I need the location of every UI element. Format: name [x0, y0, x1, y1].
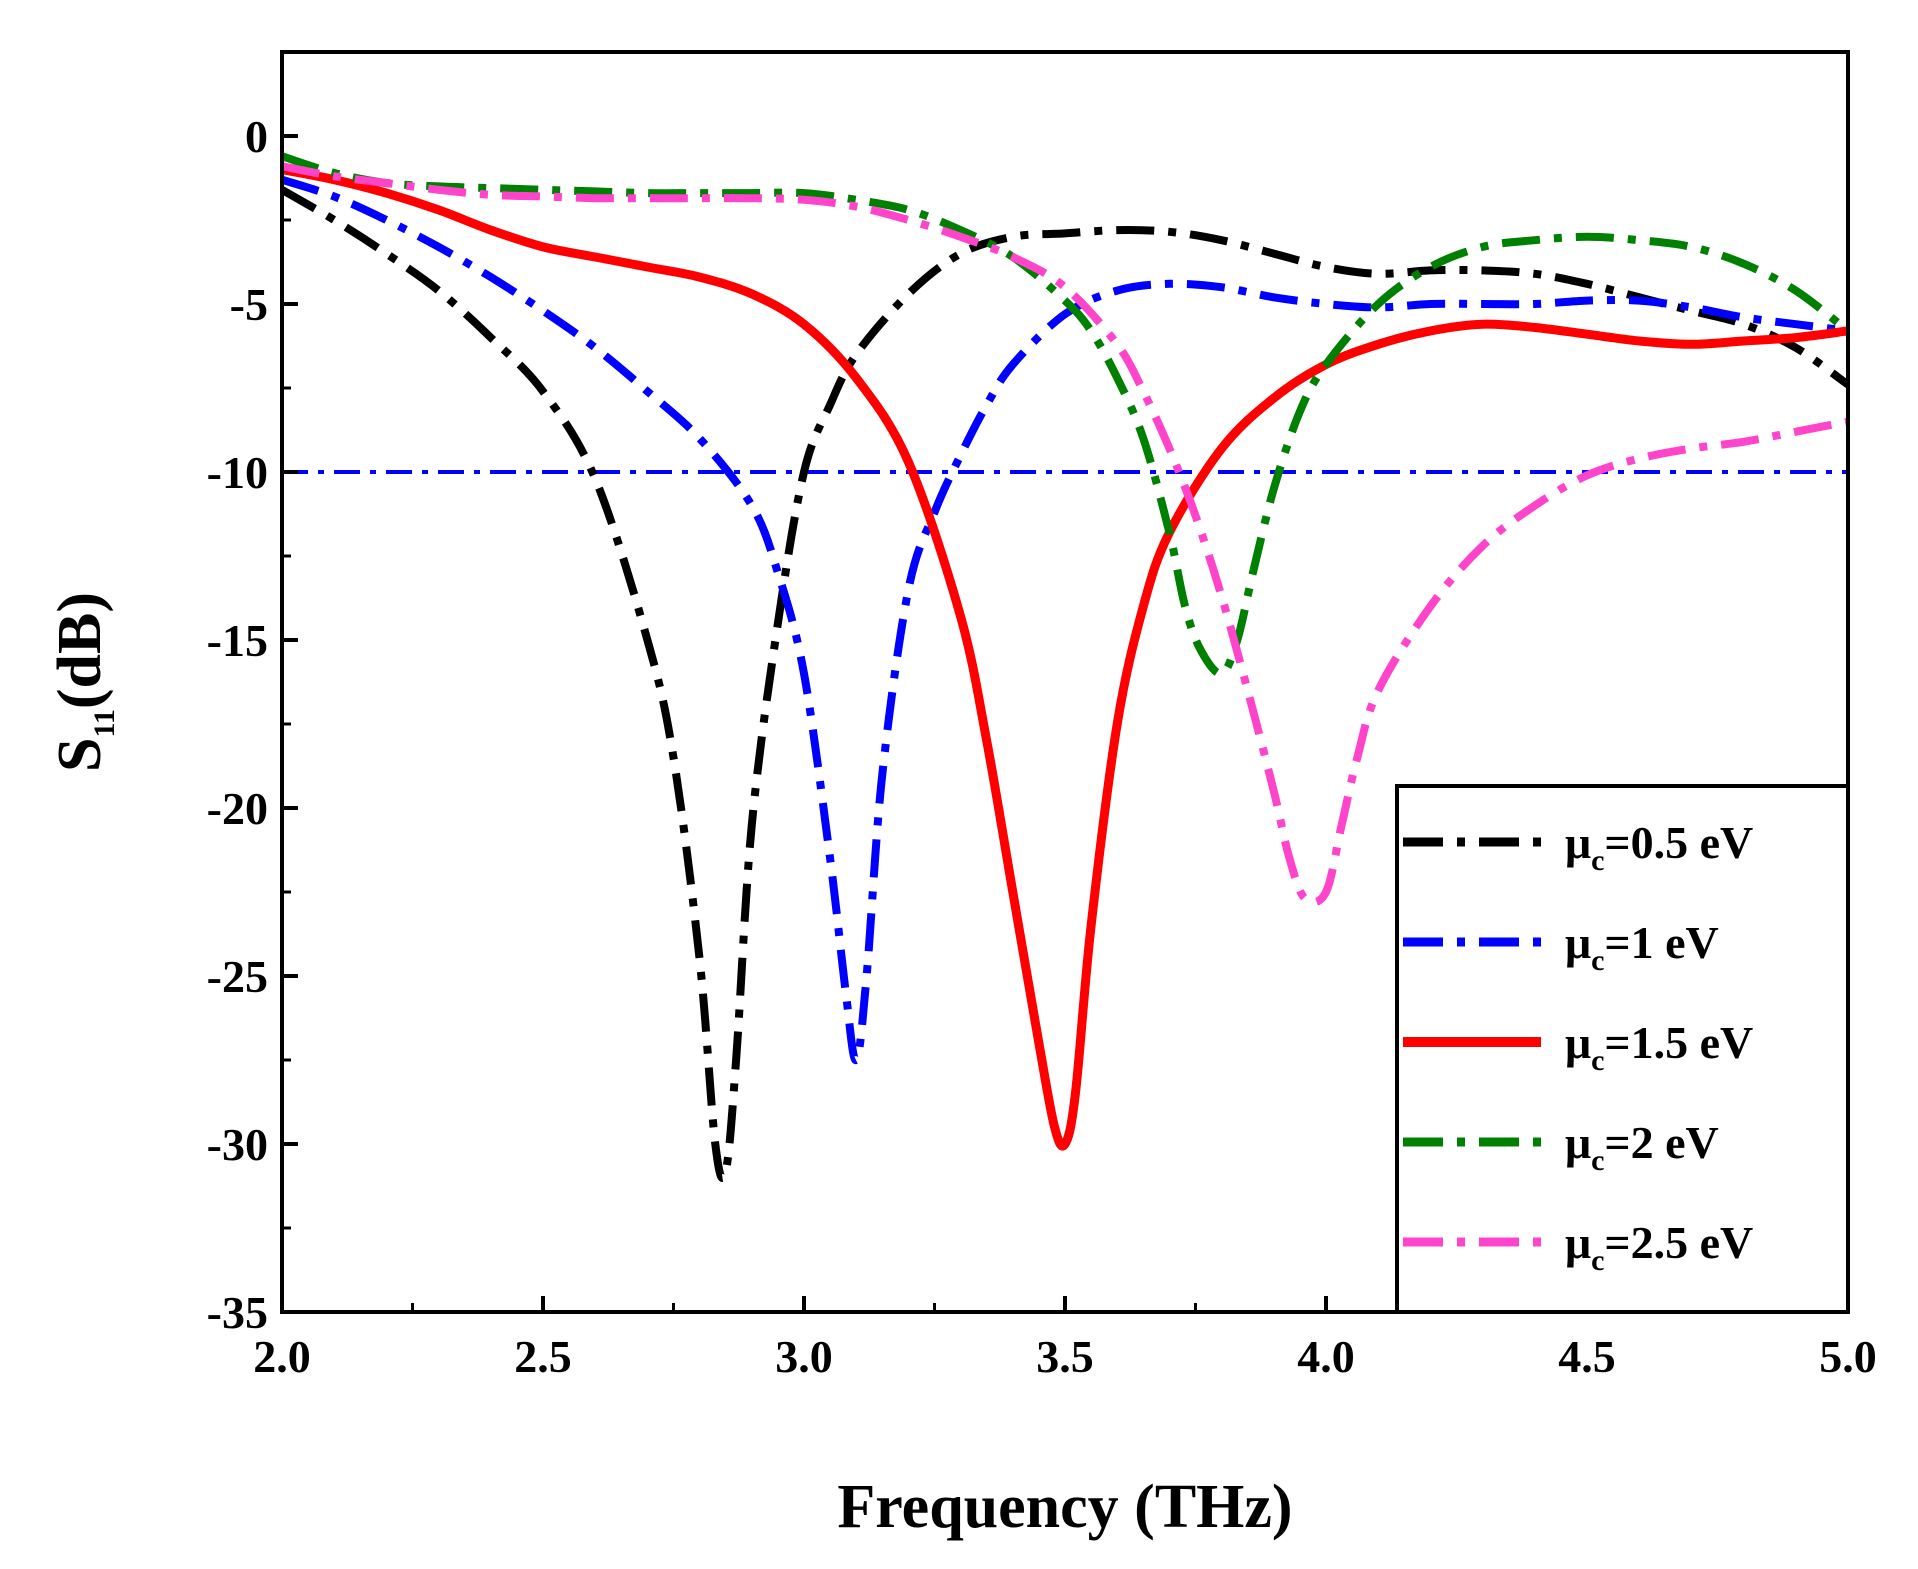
- legend-items: μc=0.5 eV μc=1 eV μc=1.5 eV μc=2 eV μc=2.5 e…: [1403, 817, 1753, 1277]
- legend-label-5: μc=2.5 eV: [1565, 1217, 1753, 1277]
- legend-box: [1395, 784, 1850, 1314]
- series-line-5: [282, 162, 1848, 907]
- x-tick-label: 3.0: [775, 1331, 833, 1382]
- y-tick-label: -35: [207, 1287, 268, 1338]
- x-tick-label: 5.0: [1819, 1331, 1877, 1382]
- y-tick-label: -25: [207, 951, 268, 1002]
- y-tick-label: -30: [207, 1119, 268, 1170]
- y-axis-title-sub: 11: [88, 709, 121, 737]
- y-axis-title-tail: (dB): [46, 592, 114, 709]
- y-axis-title: S11(dB): [46, 592, 121, 772]
- y-tick-label: -10: [207, 447, 268, 498]
- x-tick-label: 4.0: [1297, 1331, 1355, 1382]
- x-tick-label: 4.5: [1558, 1331, 1616, 1382]
- legend-label-4: μc=2 eV: [1565, 1117, 1719, 1177]
- y-tick-label: -15: [207, 615, 268, 666]
- y-tick-label: 0: [245, 111, 268, 162]
- series-line-2: [282, 175, 1848, 1065]
- legend-label-1: μc=0.5 eV: [1565, 817, 1753, 877]
- series-line-3: [282, 165, 1848, 1151]
- y-tick-label: -5: [230, 279, 268, 330]
- series-line-4: [282, 152, 1848, 678]
- series-layer: [282, 152, 1848, 1182]
- legend: μc=0.5 eV μc=1 eV μc=1.5 eV μc=2 eV μc=2.5 e…: [1395, 784, 1850, 1314]
- series-line-1: [282, 186, 1848, 1182]
- y-tick-label: -20: [207, 783, 268, 834]
- y-tick-labels: 0 -5 -10 -15 -20 -25 -30 -35: [207, 111, 268, 1338]
- x-tick-label: 2.0: [253, 1331, 311, 1382]
- x-tick-label: 2.5: [514, 1331, 572, 1382]
- legend-label-3: μc=1.5 eV: [1565, 1017, 1753, 1077]
- x-tick-labels: 2.0 2.5 3.0 3.5 4.0 4.5 5.0: [253, 1331, 1877, 1382]
- legend-label-2: μc=1 eV: [1565, 917, 1719, 977]
- x-tick-label: 3.5: [1036, 1331, 1094, 1382]
- y-axis-title-main: S: [46, 738, 114, 772]
- x-axis-title: Frequency (THz): [837, 1473, 1292, 1541]
